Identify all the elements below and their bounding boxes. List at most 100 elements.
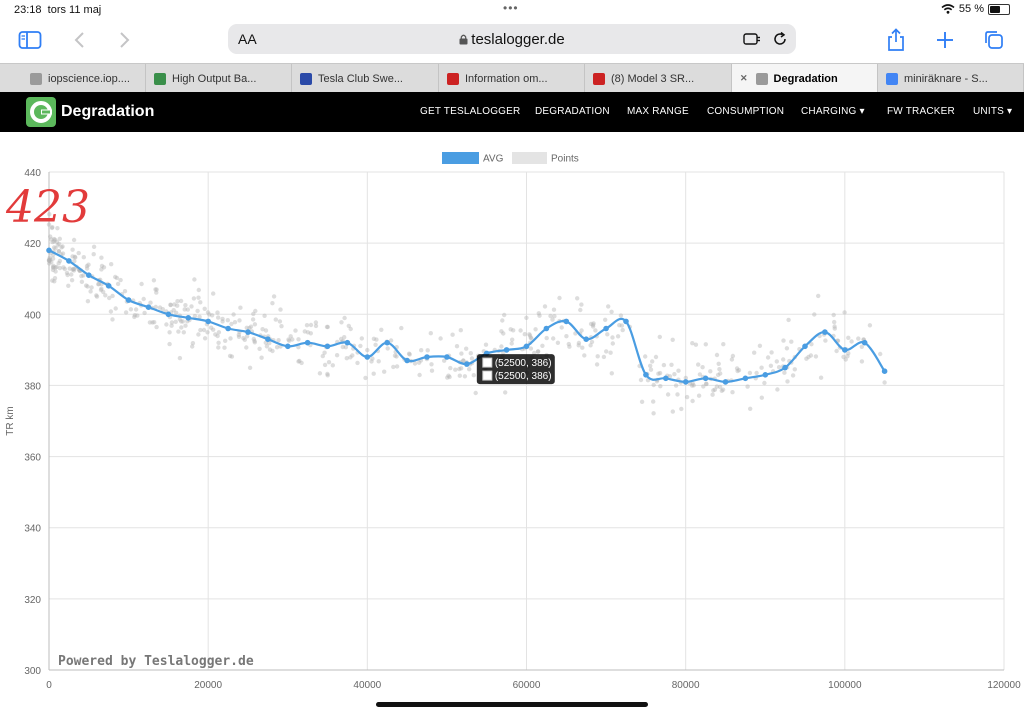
- data-point[interactable]: [56, 261, 61, 266]
- data-point[interactable]: [603, 317, 608, 322]
- data-point[interactable]: [51, 245, 57, 250]
- data-point[interactable]: [693, 342, 699, 347]
- data-point[interactable]: [610, 341, 615, 346]
- data-point[interactable]: [270, 301, 275, 306]
- data-point[interactable]: [232, 320, 238, 325]
- data-point[interactable]: [48, 234, 53, 239]
- data-point[interactable]: [849, 339, 854, 344]
- data-point[interactable]: [54, 264, 59, 270]
- avg-point[interactable]: [663, 375, 669, 382]
- data-point[interactable]: [175, 303, 180, 308]
- avg-point[interactable]: [842, 347, 848, 353]
- data-point[interactable]: [114, 275, 120, 281]
- data-point[interactable]: [789, 339, 794, 344]
- data-point[interactable]: [213, 332, 218, 337]
- data-point[interactable]: [502, 312, 507, 318]
- data-point[interactable]: [192, 313, 198, 319]
- data-point[interactable]: [468, 351, 473, 356]
- data-point[interactable]: [676, 368, 681, 373]
- home-indicator[interactable]: [376, 702, 648, 707]
- data-point[interactable]: [183, 303, 188, 308]
- data-point[interactable]: [716, 361, 721, 366]
- data-point[interactable]: [457, 373, 462, 378]
- data-point[interactable]: [244, 325, 249, 330]
- data-point[interactable]: [831, 312, 836, 318]
- data-point[interactable]: [781, 338, 786, 343]
- avg-point[interactable]: [304, 339, 311, 346]
- data-point[interactable]: [50, 278, 55, 283]
- data-point[interactable]: [296, 345, 301, 350]
- data-point[interactable]: [454, 344, 460, 349]
- data-point[interactable]: [846, 351, 851, 356]
- data-point[interactable]: [527, 333, 533, 338]
- data-point[interactable]: [438, 336, 443, 341]
- data-point[interactable]: [529, 336, 534, 341]
- avg-point[interactable]: [782, 364, 788, 371]
- data-point[interactable]: [816, 293, 821, 299]
- data-point[interactable]: [528, 335, 533, 340]
- data-point[interactable]: [50, 239, 55, 245]
- data-point[interactable]: [153, 304, 158, 310]
- data-point[interactable]: [544, 335, 549, 341]
- data-point[interactable]: [371, 336, 377, 341]
- data-point[interactable]: [748, 406, 753, 411]
- data-point[interactable]: [338, 336, 344, 342]
- data-point[interactable]: [701, 384, 706, 389]
- nav-degradation[interactable]: DEGRADATION: [535, 106, 610, 117]
- avg-point[interactable]: [603, 325, 609, 332]
- data-point[interactable]: [62, 266, 67, 272]
- data-point[interactable]: [179, 325, 184, 330]
- browser-tab[interactable]: Tesla Club Swe...: [292, 64, 439, 93]
- data-point[interactable]: [196, 332, 201, 337]
- data-point[interactable]: [576, 340, 582, 346]
- data-point[interactable]: [382, 369, 387, 374]
- data-point[interactable]: [167, 330, 172, 335]
- data-point[interactable]: [215, 333, 220, 339]
- data-point[interactable]: [720, 387, 726, 392]
- data-point[interactable]: [448, 365, 453, 371]
- data-point[interactable]: [846, 335, 851, 340]
- url-text[interactable]: teslalogger.de: [228, 31, 796, 48]
- data-point[interactable]: [679, 406, 684, 412]
- data-point[interactable]: [81, 255, 87, 260]
- avg-point[interactable]: [543, 325, 550, 332]
- data-point[interactable]: [373, 342, 378, 347]
- data-point[interactable]: [391, 364, 396, 370]
- data-point[interactable]: [464, 346, 469, 351]
- multitasking-dots-icon[interactable]: •••: [503, 1, 519, 15]
- data-point[interactable]: [55, 243, 60, 248]
- data-point[interactable]: [110, 293, 115, 299]
- data-point[interactable]: [88, 289, 93, 294]
- data-point[interactable]: [177, 355, 183, 361]
- data-point[interactable]: [107, 295, 112, 301]
- data-point[interactable]: [196, 295, 201, 300]
- data-point[interactable]: [211, 291, 216, 296]
- data-point[interactable]: [651, 411, 656, 416]
- data-point[interactable]: [296, 337, 301, 342]
- nav-charging[interactable]: CHARGING ▾: [801, 106, 865, 117]
- data-point[interactable]: [47, 261, 52, 266]
- data-point[interactable]: [648, 363, 653, 368]
- data-point[interactable]: [242, 337, 247, 342]
- data-point[interactable]: [359, 336, 364, 341]
- data-point[interactable]: [225, 318, 230, 323]
- data-point[interactable]: [164, 322, 169, 327]
- data-point[interactable]: [528, 346, 534, 351]
- data-point[interactable]: [609, 309, 614, 314]
- data-point[interactable]: [175, 299, 180, 304]
- data-point[interactable]: [53, 246, 58, 251]
- avg-point[interactable]: [324, 343, 331, 350]
- data-point[interactable]: [651, 399, 656, 404]
- data-point[interactable]: [566, 341, 571, 347]
- data-point[interactable]: [447, 374, 452, 380]
- data-point[interactable]: [406, 351, 412, 356]
- data-point[interactable]: [776, 365, 782, 370]
- data-point[interactable]: [450, 332, 455, 337]
- data-point[interactable]: [320, 353, 325, 359]
- data-point[interactable]: [52, 279, 57, 284]
- data-point[interactable]: [257, 346, 262, 351]
- data-point[interactable]: [56, 249, 62, 254]
- data-point[interactable]: [79, 279, 85, 284]
- data-point[interactable]: [171, 308, 176, 313]
- data-point[interactable]: [638, 377, 644, 383]
